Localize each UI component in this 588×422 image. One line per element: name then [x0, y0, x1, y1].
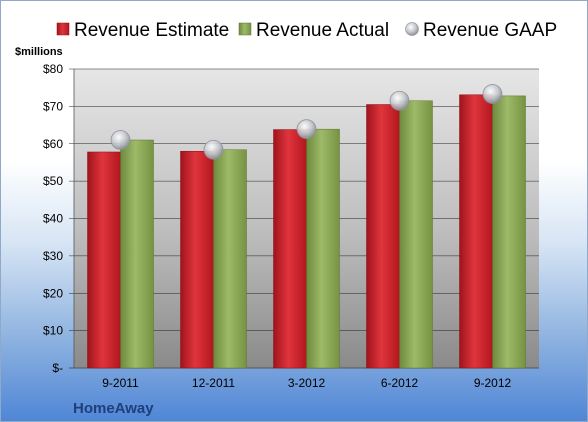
y-tick-label: $70 [43, 99, 63, 113]
y-tick-label: $60 [43, 137, 63, 151]
bar-estimate [459, 94, 493, 369]
bar-estimate [366, 104, 400, 369]
bar-estimate [273, 129, 307, 369]
bar-actual [120, 139, 154, 369]
bar-actual [399, 100, 433, 369]
legend-label-estimate: Revenue Estimate [74, 20, 229, 41]
legend-swatch-estimate [56, 22, 70, 36]
y-tick-label: $20 [43, 286, 63, 300]
bars [87, 94, 526, 369]
gaap-markers [110, 84, 503, 160]
y-tick-label: $40 [43, 212, 63, 226]
gaap-marker [203, 139, 224, 160]
bar-actual [306, 128, 340, 369]
bar-estimate [87, 151, 121, 369]
y-tick-label: $10 [43, 324, 63, 338]
x-tick-label: 6-2012 [381, 376, 419, 390]
gaap-marker [110, 130, 131, 150]
gaap-marker [482, 84, 503, 104]
y-tick-label: $30 [43, 249, 63, 263]
y-tick-label: $- [52, 361, 63, 375]
legend-swatch-actual [238, 22, 252, 36]
bar-actual [492, 95, 526, 369]
gaap-marker [296, 119, 317, 140]
y-tick-label: $80 [43, 62, 63, 76]
company-name: HomeAway [73, 400, 154, 417]
x-axis-ticks: 9-2011 12-2011 3-2012 6-2012 9-2012 [102, 376, 511, 390]
x-tick-label: 9-2012 [474, 376, 512, 390]
y-axis-label: $millions [15, 46, 63, 58]
bar-estimate [180, 150, 214, 369]
legend-label-actual: Revenue Actual [256, 20, 389, 41]
legend-marker-gaap [405, 22, 419, 36]
gaap-marker [389, 90, 410, 111]
x-tick-label: 12-2011 [192, 376, 235, 390]
y-axis-ticks: $- $10 $20 $30 $40 $50 $60 $70 $80 [43, 62, 63, 375]
x-tick-label: 9-2011 [102, 376, 139, 390]
legend: Revenue Estimate Revenue Actual Revenue … [56, 20, 557, 41]
y-tick-label: $50 [43, 174, 63, 188]
legend-label-gaap: Revenue GAAP [423, 20, 557, 41]
x-tick-label: 3-2012 [288, 376, 326, 390]
bar-actual [213, 149, 247, 369]
